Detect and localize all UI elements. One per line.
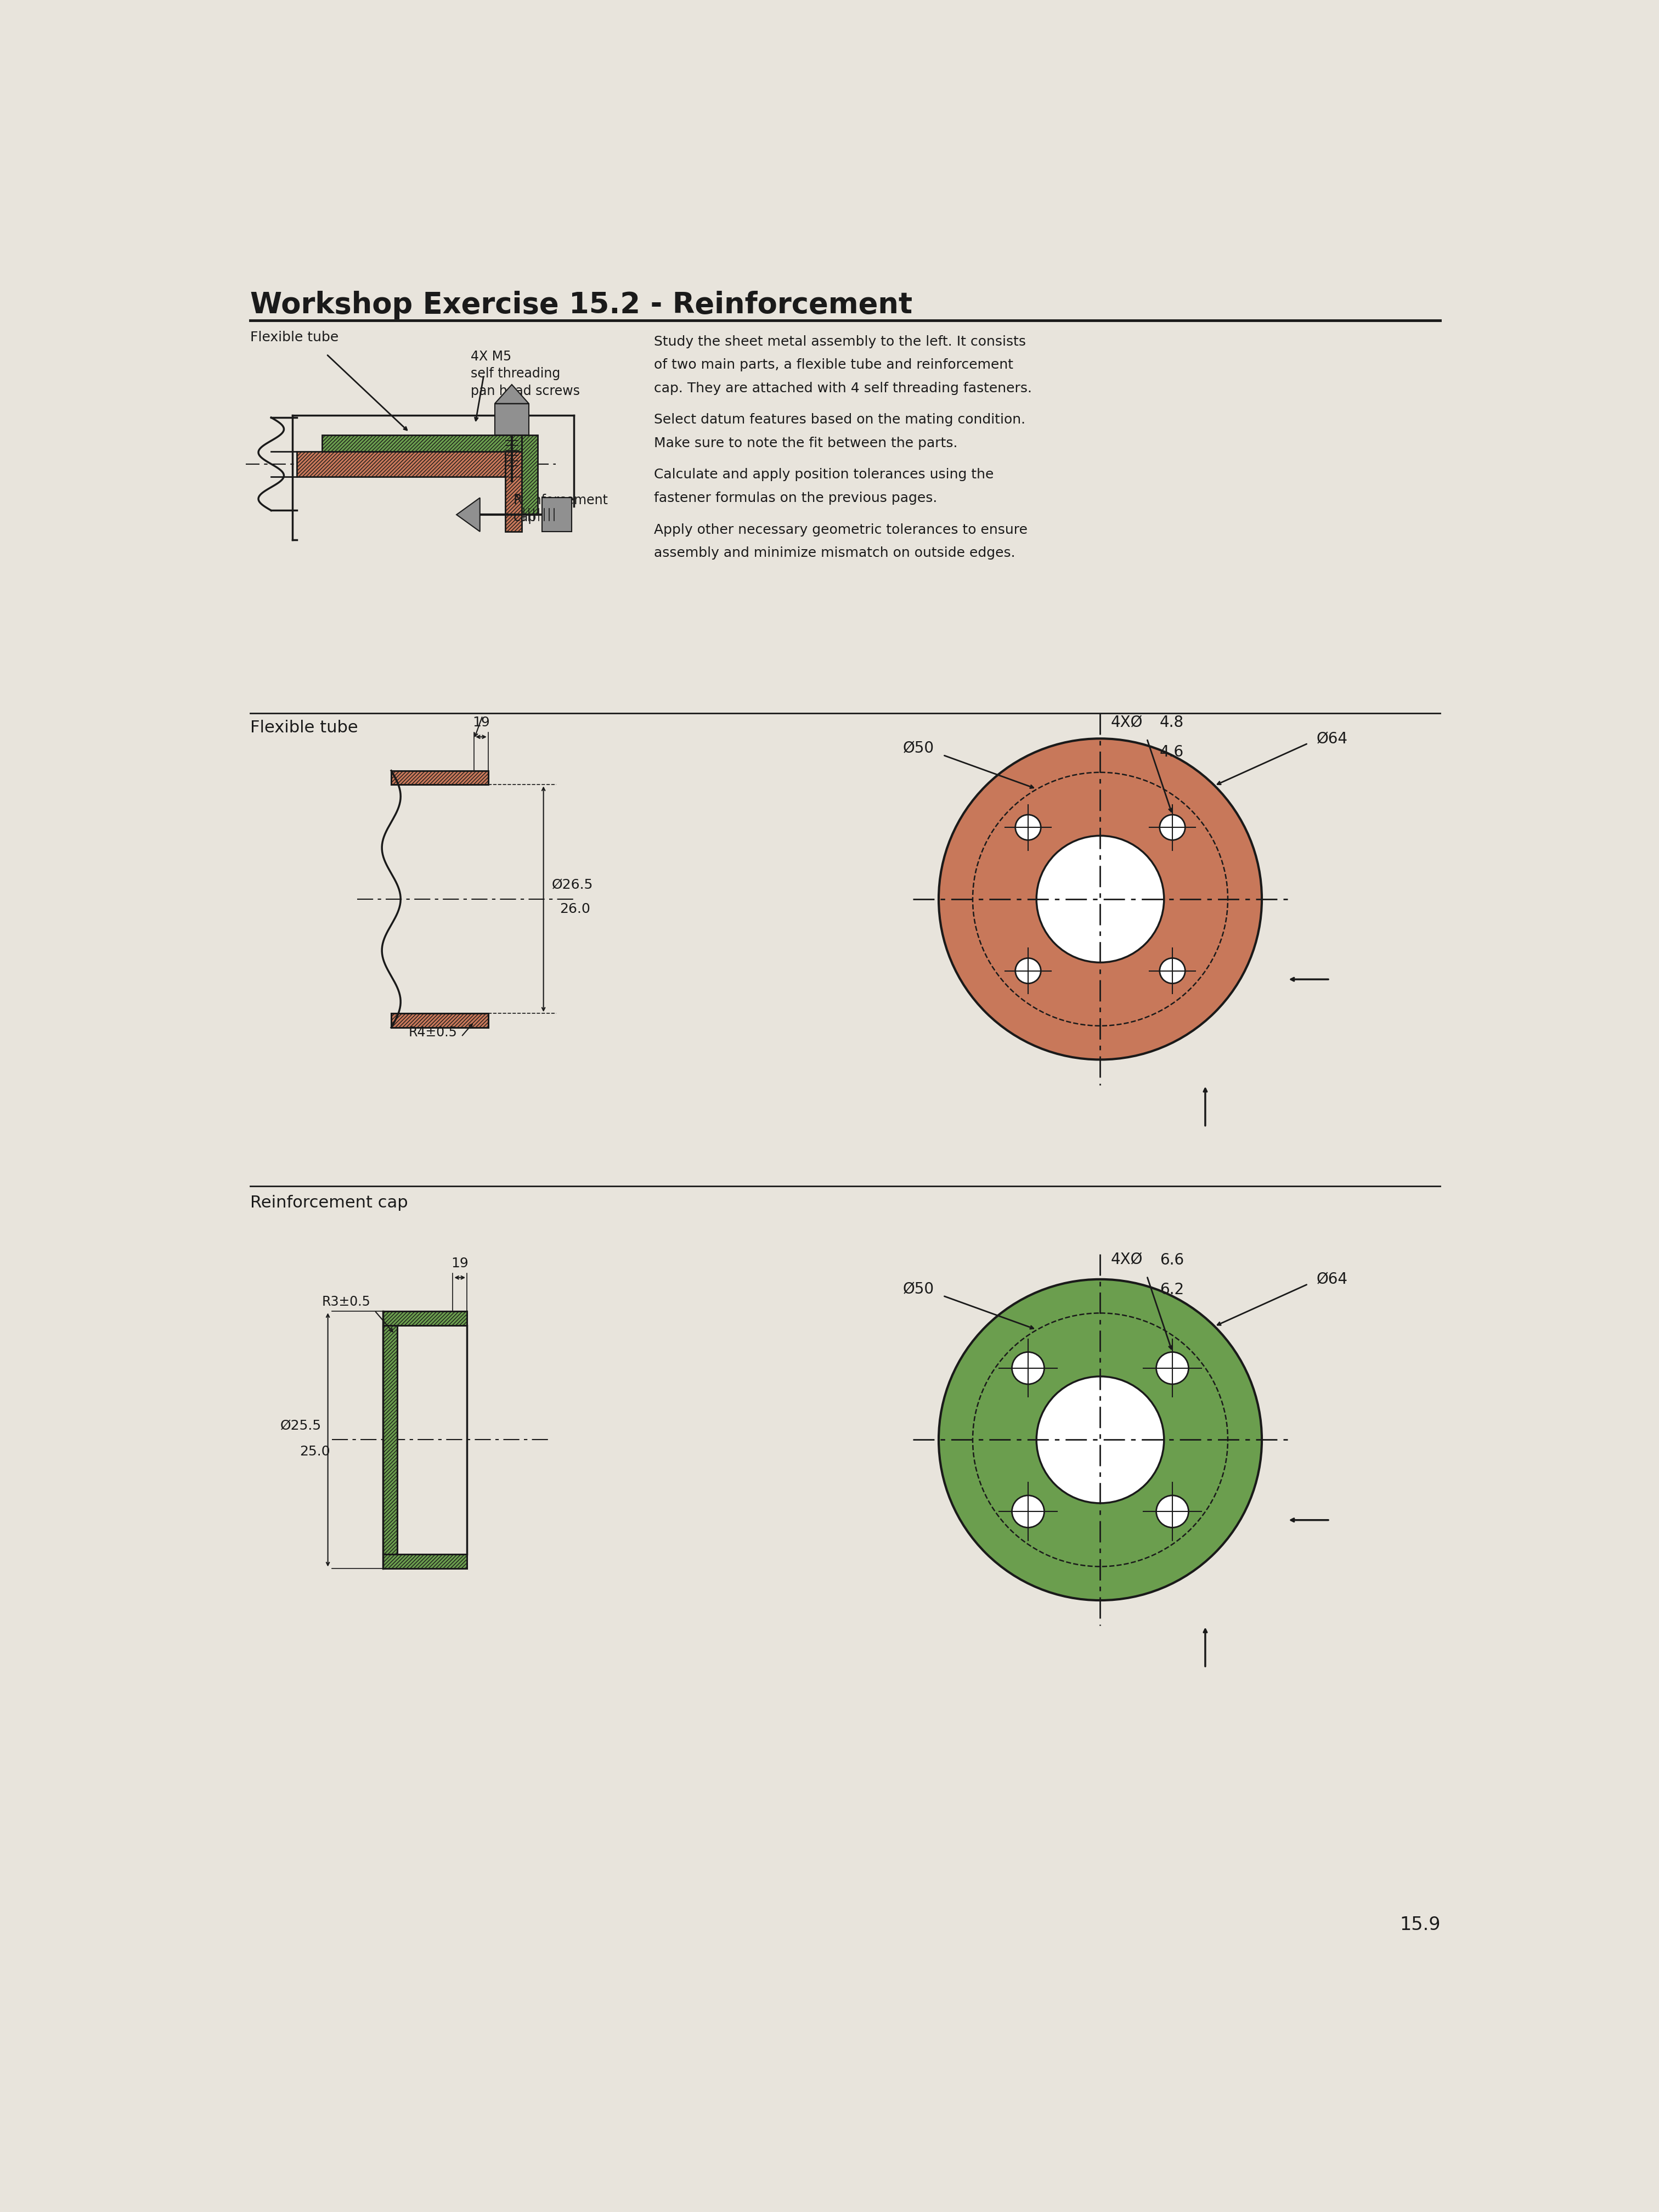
Circle shape: [1037, 836, 1165, 962]
Text: 6.6: 6.6: [1160, 1252, 1185, 1267]
Circle shape: [1037, 1376, 1165, 1504]
Text: 19: 19: [451, 1256, 468, 1270]
Text: Flexible tube: Flexible tube: [251, 719, 358, 734]
Polygon shape: [521, 436, 538, 515]
Text: R3±0.5: R3±0.5: [322, 1296, 370, 1310]
Text: Study the sheet metal assembly to the left. It consists: Study the sheet metal assembly to the le…: [654, 336, 1025, 347]
Text: 4.6: 4.6: [1160, 745, 1185, 761]
Polygon shape: [506, 451, 521, 531]
Circle shape: [1012, 1495, 1044, 1528]
Text: assembly and minimize mismatch on outside edges.: assembly and minimize mismatch on outsid…: [654, 546, 1015, 560]
Text: cap. They are attached with 4 self threading fasteners.: cap. They are attached with 4 self threa…: [654, 383, 1032, 394]
Circle shape: [1160, 958, 1185, 984]
Text: Ø50: Ø50: [902, 741, 934, 757]
Polygon shape: [383, 1555, 466, 1568]
Text: Make sure to note the fit between the parts.: Make sure to note the fit between the pa…: [654, 436, 957, 449]
Polygon shape: [297, 451, 521, 476]
Text: R4±0.5: R4±0.5: [408, 1026, 458, 1040]
Text: Apply other necessary geometric tolerances to ensure: Apply other necessary geometric toleranc…: [654, 522, 1027, 535]
Polygon shape: [383, 1312, 466, 1325]
Polygon shape: [456, 498, 479, 531]
Text: 4X M5
self threading
pan head screws: 4X M5 self threading pan head screws: [471, 349, 581, 398]
Polygon shape: [494, 385, 529, 403]
Text: 15.9: 15.9: [1400, 1916, 1440, 1933]
Text: Ø26.5: Ø26.5: [552, 878, 594, 891]
Text: 25.0: 25.0: [300, 1444, 330, 1458]
Polygon shape: [392, 770, 488, 785]
Text: Reinforcement cap: Reinforcement cap: [251, 1194, 408, 1210]
Text: 4.8: 4.8: [1160, 714, 1185, 730]
Text: Flexible tube: Flexible tube: [251, 332, 338, 345]
Circle shape: [1160, 814, 1185, 841]
Circle shape: [1015, 814, 1040, 841]
Text: 6.2: 6.2: [1160, 1283, 1185, 1296]
Text: of two main parts, a flexible tube and reinforcement: of two main parts, a flexible tube and r…: [654, 358, 1014, 372]
Text: Ø25.5: Ø25.5: [280, 1420, 322, 1431]
Polygon shape: [322, 436, 521, 451]
Text: Reinforcement
cap: Reinforcement cap: [514, 493, 609, 524]
Circle shape: [1156, 1495, 1188, 1528]
Polygon shape: [494, 403, 529, 436]
Text: Calculate and apply position tolerances using the: Calculate and apply position tolerances …: [654, 469, 994, 482]
Text: Ø50: Ø50: [902, 1281, 934, 1296]
Circle shape: [939, 739, 1262, 1060]
Polygon shape: [542, 498, 572, 531]
Text: Ø64: Ø64: [1317, 732, 1347, 748]
Circle shape: [1156, 1352, 1188, 1385]
Text: Workshop Exercise 15.2 - Reinforcement: Workshop Exercise 15.2 - Reinforcement: [251, 290, 912, 319]
Polygon shape: [383, 1325, 397, 1555]
Circle shape: [1015, 958, 1040, 984]
Text: 4XØ: 4XØ: [1110, 1252, 1143, 1267]
Text: 26.0: 26.0: [559, 902, 591, 916]
Text: 4XØ: 4XØ: [1110, 714, 1143, 730]
Text: 19: 19: [473, 717, 489, 730]
Circle shape: [939, 1279, 1262, 1599]
Circle shape: [1012, 1352, 1044, 1385]
Text: Ø64: Ø64: [1317, 1272, 1347, 1287]
Polygon shape: [392, 1013, 488, 1029]
Text: Select datum features based on the mating condition.: Select datum features based on the matin…: [654, 414, 1025, 427]
Text: fastener formulas on the previous pages.: fastener formulas on the previous pages.: [654, 491, 937, 504]
